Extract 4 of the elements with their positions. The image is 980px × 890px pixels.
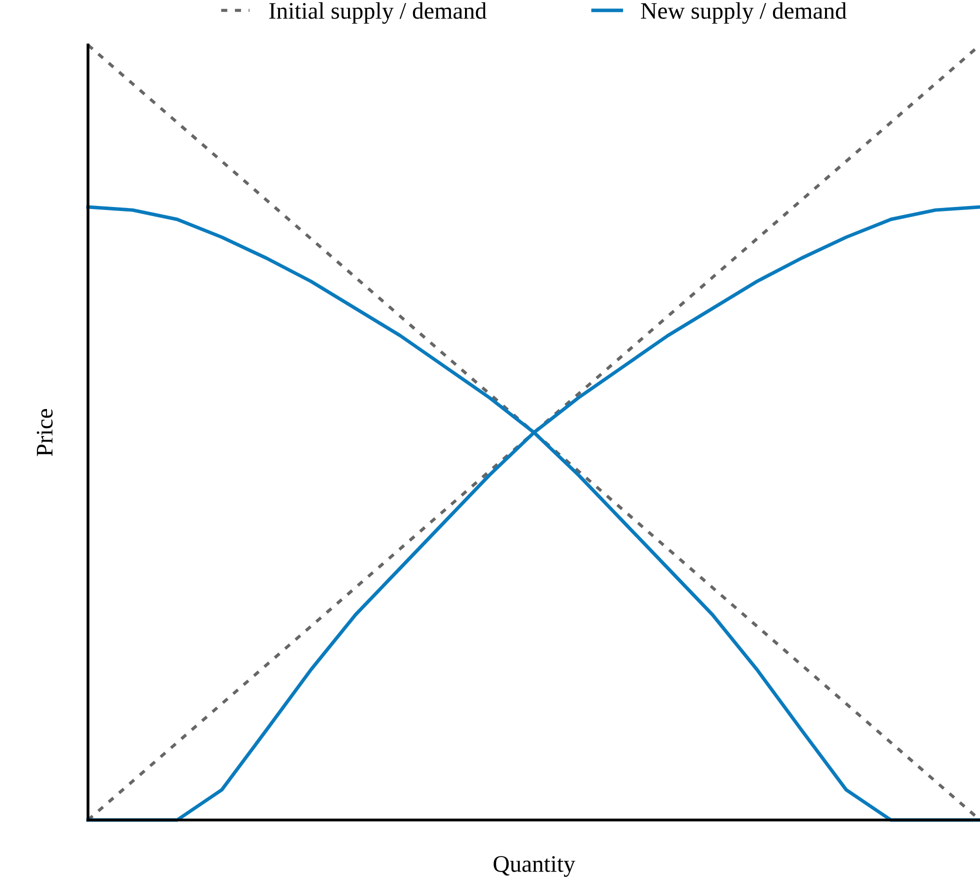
y-axis-title: Price: [36, 409, 53, 456]
x-axis-title: Quantity: [494, 856, 576, 877]
legend-label: New supply / demand: [640, 2, 847, 24]
legend-label: Initial supply / demand: [269, 2, 486, 24]
